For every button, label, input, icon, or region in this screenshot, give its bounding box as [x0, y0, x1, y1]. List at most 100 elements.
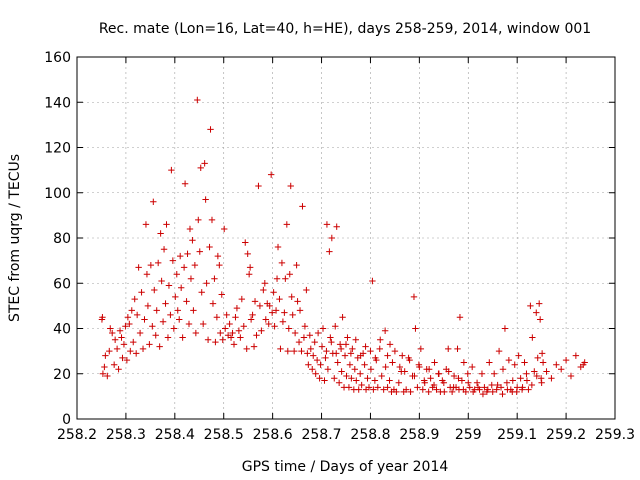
y-axis-tick-labels: 0 20 40 60 80 100 120 140 160 — [44, 50, 71, 428]
data-point — [344, 334, 351, 341]
data-point — [126, 320, 133, 328]
data-point — [277, 345, 284, 353]
grid-lines — [77, 57, 615, 419]
data-point — [301, 323, 309, 330]
data-point — [172, 293, 179, 301]
data-point — [186, 225, 194, 233]
data-point — [367, 347, 374, 355]
data-point — [333, 350, 340, 357]
data-point — [113, 345, 121, 353]
data-point — [450, 384, 457, 391]
data-point — [232, 313, 239, 321]
data-point — [355, 386, 362, 393]
data-point — [217, 329, 224, 337]
data-point — [223, 311, 230, 319]
data-point — [460, 359, 468, 366]
data-point — [380, 386, 387, 393]
data-point — [414, 384, 421, 391]
data-point — [274, 243, 282, 251]
data-point — [204, 336, 212, 344]
data-point — [296, 307, 304, 314]
data-point — [495, 347, 503, 355]
data-point — [318, 343, 326, 350]
data-point — [499, 366, 507, 373]
data-point — [539, 359, 547, 366]
data-point — [533, 309, 540, 316]
data-point — [358, 381, 365, 389]
data-point — [298, 347, 305, 355]
data-point — [465, 379, 472, 386]
data-point — [143, 271, 151, 278]
data-point — [265, 320, 272, 328]
data-point — [416, 363, 423, 371]
data-point — [558, 366, 565, 373]
data-point — [251, 298, 259, 305]
data-point — [255, 182, 262, 190]
data-point — [176, 316, 183, 323]
data-point — [445, 345, 452, 353]
data-point — [278, 259, 286, 267]
data-point — [162, 300, 169, 307]
data-point — [407, 388, 414, 396]
data-point — [489, 388, 496, 396]
data-point — [440, 379, 448, 386]
data-point — [352, 336, 359, 344]
data-point — [261, 280, 269, 287]
data-point — [338, 368, 345, 375]
data-point — [163, 221, 170, 228]
data-point — [136, 329, 144, 337]
data-point — [454, 345, 461, 353]
data-point — [334, 359, 341, 366]
data-point — [481, 384, 488, 391]
data-point — [402, 386, 410, 393]
data-point — [282, 275, 289, 282]
data-point — [169, 257, 177, 264]
data-point — [396, 363, 403, 371]
data-point — [321, 377, 328, 384]
data-point — [290, 347, 298, 355]
x-tick-label: 259.2 — [546, 427, 586, 443]
data-point — [371, 377, 379, 384]
data-point — [160, 246, 168, 253]
data-point — [501, 325, 509, 332]
data-point — [468, 363, 476, 371]
data-point — [194, 96, 201, 104]
data-point — [531, 368, 538, 375]
data-point — [306, 332, 314, 339]
data-point — [494, 381, 501, 389]
data-point — [332, 323, 339, 330]
data-point — [503, 379, 511, 386]
data-point — [324, 366, 332, 373]
data-point — [199, 320, 207, 328]
y-tick-label: 60 — [53, 276, 71, 292]
data-point — [115, 366, 122, 373]
data-point — [378, 372, 385, 380]
data-point — [527, 302, 534, 310]
data-point — [486, 359, 493, 366]
data-point — [523, 377, 531, 384]
data-point — [276, 295, 283, 303]
data-point — [174, 307, 181, 314]
data-point — [300, 334, 308, 341]
data-point — [184, 250, 191, 258]
data-point — [316, 375, 323, 382]
data-point — [120, 341, 128, 348]
data-point — [272, 307, 280, 314]
data-point — [110, 361, 118, 368]
data-point — [511, 361, 518, 368]
data-point — [123, 356, 131, 364]
data-point — [153, 307, 160, 314]
data-point — [247, 316, 255, 323]
data-point — [101, 363, 108, 371]
data-point — [386, 341, 394, 348]
data-point — [458, 377, 466, 384]
data-point — [504, 386, 511, 393]
data-point — [393, 388, 400, 396]
data-point — [322, 354, 329, 362]
data-point — [109, 329, 116, 337]
data-point — [333, 223, 340, 230]
data-point — [124, 313, 132, 321]
data-point — [187, 275, 195, 282]
data-point — [534, 354, 541, 362]
data-point — [455, 375, 462, 382]
